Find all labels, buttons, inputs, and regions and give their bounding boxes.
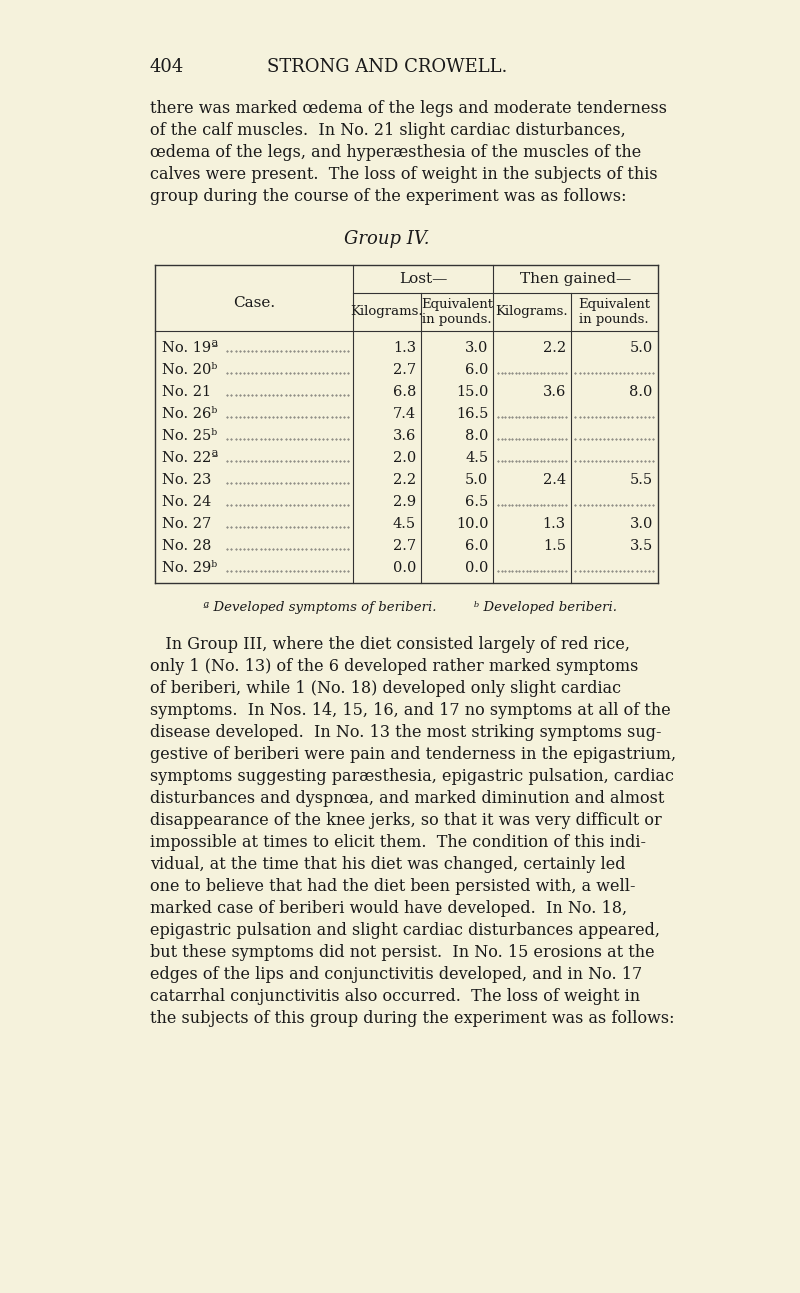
Text: No. 24: No. 24 — [162, 495, 212, 509]
Text: œdema of the legs, and hyperæsthesia of the muscles of the: œdema of the legs, and hyperæsthesia of … — [150, 144, 641, 162]
Text: 15.0: 15.0 — [456, 385, 489, 400]
Text: 3.6: 3.6 — [393, 429, 416, 443]
Text: 6.0: 6.0 — [465, 539, 489, 553]
Text: No. 19ª: No. 19ª — [162, 341, 218, 356]
Text: 6.0: 6.0 — [465, 363, 489, 378]
Text: 2.9: 2.9 — [393, 495, 416, 509]
Text: 5.0: 5.0 — [630, 341, 653, 356]
Text: the subjects of this group during the experiment was as follows:: the subjects of this group during the ex… — [150, 1010, 674, 1027]
Text: No. 23: No. 23 — [162, 473, 212, 487]
Text: gestive of beriberi were pain and tenderness in the epigastrium,: gestive of beriberi were pain and tender… — [150, 746, 676, 763]
Text: Then gained—: Then gained— — [520, 272, 631, 286]
Text: 2.2: 2.2 — [542, 341, 566, 356]
Text: Kilograms.: Kilograms. — [496, 305, 568, 318]
Text: 2.7: 2.7 — [393, 363, 416, 378]
Text: 8.0: 8.0 — [465, 429, 489, 443]
Text: Kilograms.: Kilograms. — [350, 305, 423, 318]
Text: Equivalent
in pounds.: Equivalent in pounds. — [578, 297, 650, 326]
Text: there was marked œdema of the legs and moderate tenderness: there was marked œdema of the legs and m… — [150, 100, 667, 116]
Text: ᵇ Developed beriberi.: ᵇ Developed beriberi. — [474, 601, 617, 614]
Text: No. 21: No. 21 — [162, 385, 212, 400]
Text: Equivalent
in pounds.: Equivalent in pounds. — [421, 297, 493, 326]
Text: No. 25ᵇ: No. 25ᵇ — [162, 429, 218, 443]
Text: No. 20ᵇ: No. 20ᵇ — [162, 363, 218, 378]
Text: 404: 404 — [150, 58, 184, 76]
Text: edges of the lips and conjunctivitis developed, and in No. 17: edges of the lips and conjunctivitis dev… — [150, 966, 642, 983]
Text: Lost—: Lost— — [399, 272, 447, 286]
Text: 7.4: 7.4 — [393, 407, 416, 422]
Text: Group IV.: Group IV. — [344, 230, 430, 248]
Text: 0.0: 0.0 — [393, 561, 416, 575]
Text: of the calf muscles.  In No. 21 slight cardiac disturbances,: of the calf muscles. In No. 21 slight ca… — [150, 122, 626, 140]
Text: No. 29ᵇ: No. 29ᵇ — [162, 561, 218, 575]
Text: No. 28: No. 28 — [162, 539, 212, 553]
Text: symptoms.  In Nos. 14, 15, 16, and 17 no symptoms at all of the: symptoms. In Nos. 14, 15, 16, and 17 no … — [150, 702, 670, 719]
Text: 6.5: 6.5 — [465, 495, 489, 509]
Text: In Group III, where the diet consisted largely of red rice,: In Group III, where the diet consisted l… — [150, 636, 630, 653]
Text: 5.0: 5.0 — [465, 473, 489, 487]
Text: epigastric pulsation and slight cardiac disturbances appeared,: epigastric pulsation and slight cardiac … — [150, 922, 660, 939]
Text: symptoms suggesting paræsthesia, epigastric pulsation, cardiac: symptoms suggesting paræsthesia, epigast… — [150, 768, 674, 785]
Text: 1.3: 1.3 — [393, 341, 416, 356]
Text: vidual, at the time that his diet was changed, certainly led: vidual, at the time that his diet was ch… — [150, 856, 626, 873]
Text: STRONG AND CROWELL.: STRONG AND CROWELL. — [266, 58, 507, 76]
Text: 3.0: 3.0 — [465, 341, 489, 356]
Text: disappearance of the knee jerks, so that it was very difficult or: disappearance of the knee jerks, so that… — [150, 812, 662, 829]
Text: 0.0: 0.0 — [465, 561, 489, 575]
Text: but these symptoms did not persist.  In No. 15 erosions at the: but these symptoms did not persist. In N… — [150, 944, 654, 961]
Text: Case.: Case. — [233, 296, 275, 310]
Text: 1.5: 1.5 — [543, 539, 566, 553]
Text: No. 27: No. 27 — [162, 517, 212, 531]
Text: 4.5: 4.5 — [466, 451, 489, 465]
Text: catarrhal conjunctivitis also occurred.  The loss of weight in: catarrhal conjunctivitis also occurred. … — [150, 988, 640, 1005]
Text: 4.5: 4.5 — [393, 517, 416, 531]
Text: disease developed.  In No. 13 the most striking symptoms sug-: disease developed. In No. 13 the most st… — [150, 724, 662, 741]
Text: 2.7: 2.7 — [393, 539, 416, 553]
Text: of beriberi, while 1 (No. 18) developed only slight cardiac: of beriberi, while 1 (No. 18) developed … — [150, 680, 621, 697]
Text: impossible at times to elicit them.  The condition of this indi-: impossible at times to elicit them. The … — [150, 834, 646, 851]
Text: only 1 (No. 13) of the 6 developed rather marked symptoms: only 1 (No. 13) of the 6 developed rathe… — [150, 658, 638, 675]
Text: 2.0: 2.0 — [393, 451, 416, 465]
Text: 10.0: 10.0 — [456, 517, 489, 531]
Text: 3.0: 3.0 — [630, 517, 653, 531]
Text: calves were present.  The loss of weight in the subjects of this: calves were present. The loss of weight … — [150, 166, 658, 184]
Text: one to believe that had the diet been persisted with, a well-: one to believe that had the diet been pe… — [150, 878, 635, 895]
Text: 1.3: 1.3 — [542, 517, 566, 531]
Text: group during the course of the experiment was as follows:: group during the course of the experimen… — [150, 187, 626, 206]
Text: 5.5: 5.5 — [630, 473, 653, 487]
Text: disturbances and dyspnœa, and marked diminution and almost: disturbances and dyspnœa, and marked dim… — [150, 790, 664, 807]
Text: 6.8: 6.8 — [393, 385, 416, 400]
Text: No. 26ᵇ: No. 26ᵇ — [162, 407, 218, 422]
Text: 3.6: 3.6 — [542, 385, 566, 400]
Text: marked case of beriberi would have developed.  In No. 18,: marked case of beriberi would have devel… — [150, 900, 627, 917]
Text: 2.4: 2.4 — [542, 473, 566, 487]
Text: No. 22ª: No. 22ª — [162, 451, 218, 465]
Text: 2.2: 2.2 — [393, 473, 416, 487]
Text: 16.5: 16.5 — [456, 407, 489, 422]
Text: ª Developed symptoms of beriberi.: ª Developed symptoms of beriberi. — [203, 601, 437, 614]
Text: 8.0: 8.0 — [630, 385, 653, 400]
Text: 3.5: 3.5 — [630, 539, 653, 553]
